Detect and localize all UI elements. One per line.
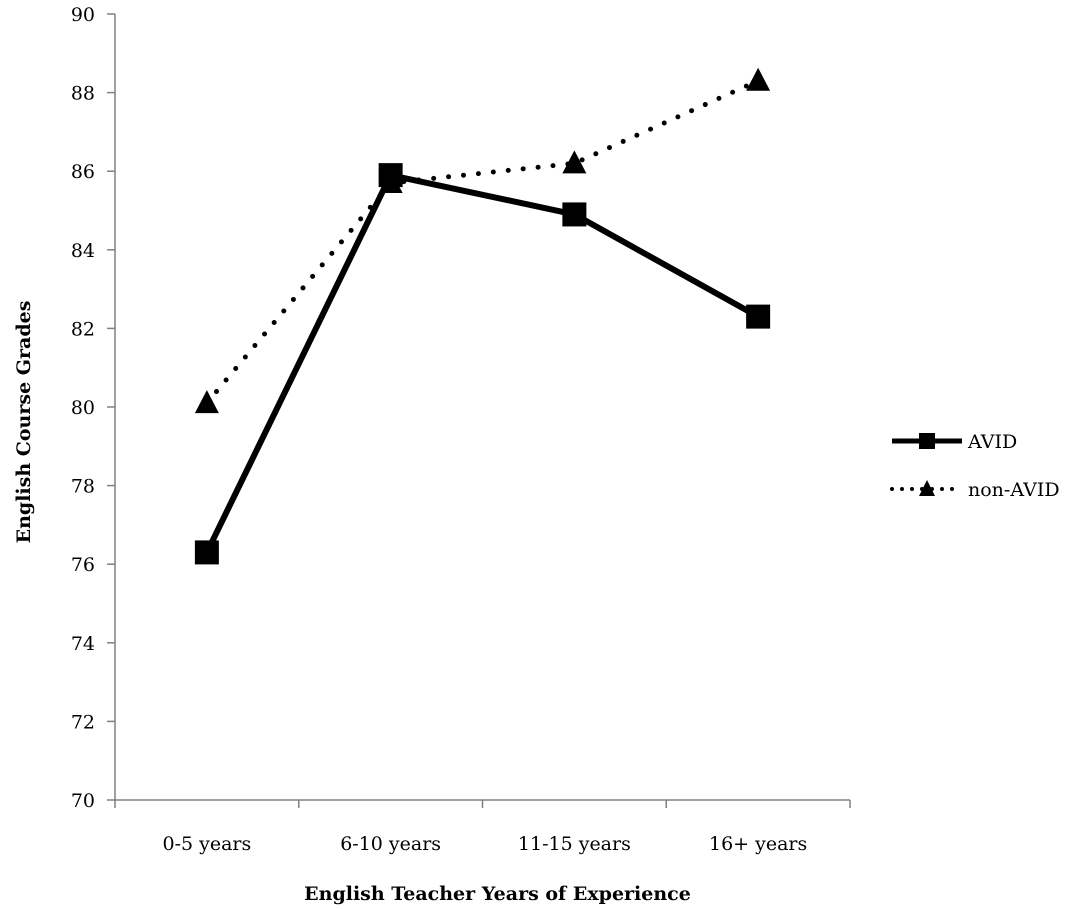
legend-item: AVID <box>892 431 1017 453</box>
data-point <box>746 67 771 91</box>
data-point <box>562 150 587 174</box>
y-tick-label: 88 <box>71 83 95 105</box>
x-axis-ticks: 0-5 years 6-10 years 11-15 years 16+ years <box>114 800 851 855</box>
data-point <box>194 390 219 414</box>
series-avid <box>194 163 771 565</box>
y-tick-label: 72 <box>71 711 95 733</box>
x-tick-label: 0-5 years <box>162 833 251 855</box>
x-tick-label: 6-10 years <box>340 833 441 855</box>
legend: AVID non-AVID <box>890 431 1060 501</box>
data-point <box>378 163 403 188</box>
series-line <box>204 172 760 554</box>
x-tick-label: 11-15 years <box>518 833 631 855</box>
data-point <box>194 540 219 565</box>
y-tick-label: 82 <box>71 318 95 340</box>
y-tick-label: 84 <box>71 240 95 262</box>
y-axis-ticks: 70 72 74 76 78 80 82 84 86 88 90 <box>71 4 115 812</box>
legend-item: non-AVID <box>890 479 1060 501</box>
series-layer <box>194 67 771 565</box>
y-tick-label: 74 <box>71 633 95 655</box>
x-tick-label: 16+ years <box>709 833 807 855</box>
y-tick-label: 80 <box>71 397 95 419</box>
legend-marker <box>919 433 935 449</box>
y-tick-label: 78 <box>71 476 95 498</box>
data-point <box>562 202 587 227</box>
y-axis-title: English Course Grades <box>13 301 35 544</box>
data-point <box>746 304 771 329</box>
y-tick-label: 76 <box>71 554 95 576</box>
legend-marker <box>919 480 935 496</box>
y-tick-label: 70 <box>71 790 95 812</box>
series-line <box>204 78 761 406</box>
y-tick-label: 90 <box>71 4 95 26</box>
legend-label: AVID <box>967 431 1017 453</box>
series-non-avid <box>194 67 771 414</box>
y-tick-label: 86 <box>71 161 95 183</box>
x-axis-title: English Teacher Years of Experience <box>304 883 691 905</box>
legend-label: non-AVID <box>968 479 1060 501</box>
